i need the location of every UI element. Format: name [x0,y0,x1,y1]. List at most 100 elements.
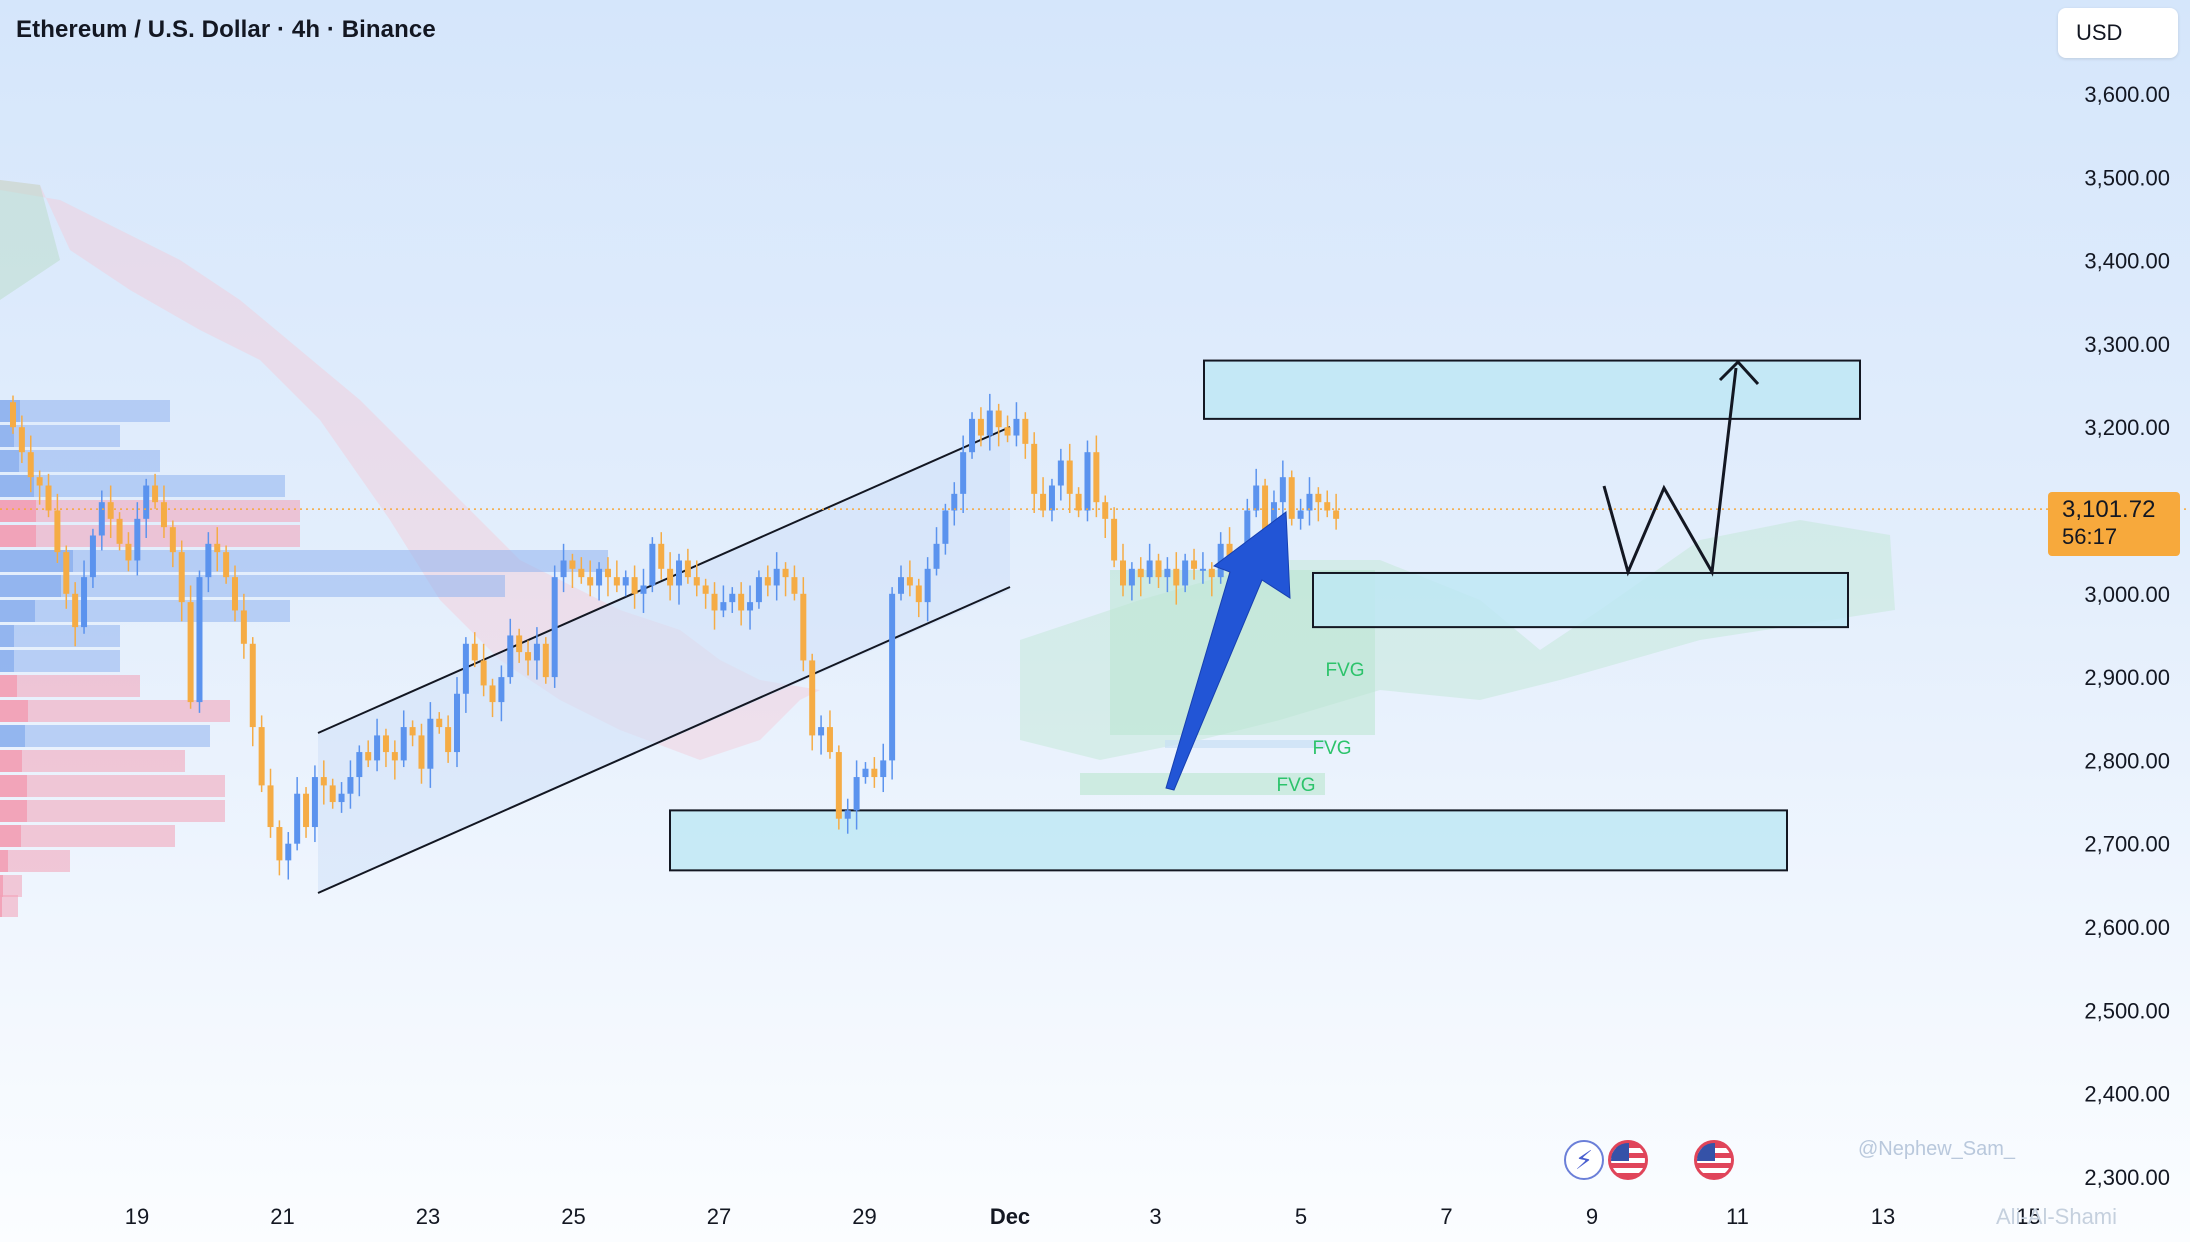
y-tick-label: 3,500.00 [2084,165,2170,190]
candle [400,710,407,768]
candle [915,578,922,618]
fvg-label: FVG [1325,660,1364,681]
candle [889,587,896,780]
candle-body [258,727,265,786]
projection-arrowhead [1718,359,1760,386]
candle-body [951,493,958,511]
candle-body [1120,560,1126,586]
candle-body [773,568,780,586]
candle-body [1137,568,1144,578]
price-zone [1312,571,1849,629]
us-flag-icon[interactable] [1608,1140,1648,1180]
candle-body [205,543,212,578]
candle-body [862,768,869,778]
candle [844,798,851,834]
candle [1333,493,1340,530]
candle [320,760,327,805]
x-tick-label: 15 [2016,1204,2040,1229]
candle-body [1128,568,1135,586]
candle-body [1155,560,1162,578]
candle-body [480,660,487,686]
candle [1297,498,1304,530]
candle [285,832,292,880]
volume-profile-bar [0,875,22,897]
candle-body [445,727,452,753]
candle-body [649,543,656,586]
symbol-title[interactable]: Ethereum / U.S. Dollar · 4h · Binance [16,16,436,43]
candle-body [1057,460,1064,486]
candle-body [791,577,798,594]
x-tick-label: 23 [416,1204,440,1229]
us-flag-icon[interactable] [1694,1140,1734,1180]
candle [1120,543,1126,597]
volume-profile-bar [0,425,14,447]
candle [276,820,283,876]
candle-body [81,577,88,628]
volume-profile-bar [0,650,14,672]
candle-body [1199,568,1206,571]
volume-profile-bar [0,850,70,872]
candle-body [818,727,825,736]
candle-body [755,577,762,603]
candle [1155,553,1162,588]
candle-body [1306,493,1313,511]
candle-body [933,543,940,569]
candle [711,582,718,630]
candle [294,777,301,851]
candle [1173,552,1180,605]
volume-profile-bar [0,825,21,847]
candle-body [551,577,558,678]
candle-body [613,577,620,586]
candle [640,568,647,613]
candle-body [462,643,469,694]
candle [702,578,709,609]
candle-body [27,452,34,478]
volume-profile-bar [0,725,210,747]
candle [667,552,674,601]
candle [54,493,61,563]
candle-body [498,677,505,703]
candle-body [1164,568,1171,578]
candle-body [986,410,993,436]
candle-body [98,502,105,536]
candle-body [365,752,372,761]
candle [986,393,993,451]
volume-profile-bar [0,875,3,897]
candle-body [1333,510,1340,519]
candle-body [684,560,691,578]
lightning-icon[interactable]: ⚡ [1564,1140,1604,1180]
x-tick-label: 21 [270,1204,294,1229]
candle-body [320,777,327,786]
volume-profile-bar [0,500,300,522]
candle [1279,460,1286,522]
candle [507,618,514,684]
y-tick-label: 3,300.00 [2084,332,2170,357]
candle [853,760,860,830]
candle [809,653,816,751]
volume-profile-bar [0,425,120,447]
candle-body [1146,560,1153,578]
volume-profile-bar [0,450,160,472]
candle [1306,477,1313,526]
candle [906,560,913,597]
candle [445,715,452,763]
candle [267,768,274,838]
candle-body [374,735,381,761]
candle-body [942,510,949,544]
candle-body [1075,493,1082,511]
candle [125,532,132,572]
candle [720,585,727,618]
candle [560,543,567,593]
candle-body [800,593,807,661]
currency-selector[interactable]: USD [2058,8,2178,58]
candle [143,478,150,538]
candle-body [454,693,460,753]
candle [63,545,70,609]
candle-body [898,577,904,594]
candle [160,485,167,538]
candle-body [960,452,967,494]
candle [818,715,825,755]
volume-profile-bar [0,675,17,697]
